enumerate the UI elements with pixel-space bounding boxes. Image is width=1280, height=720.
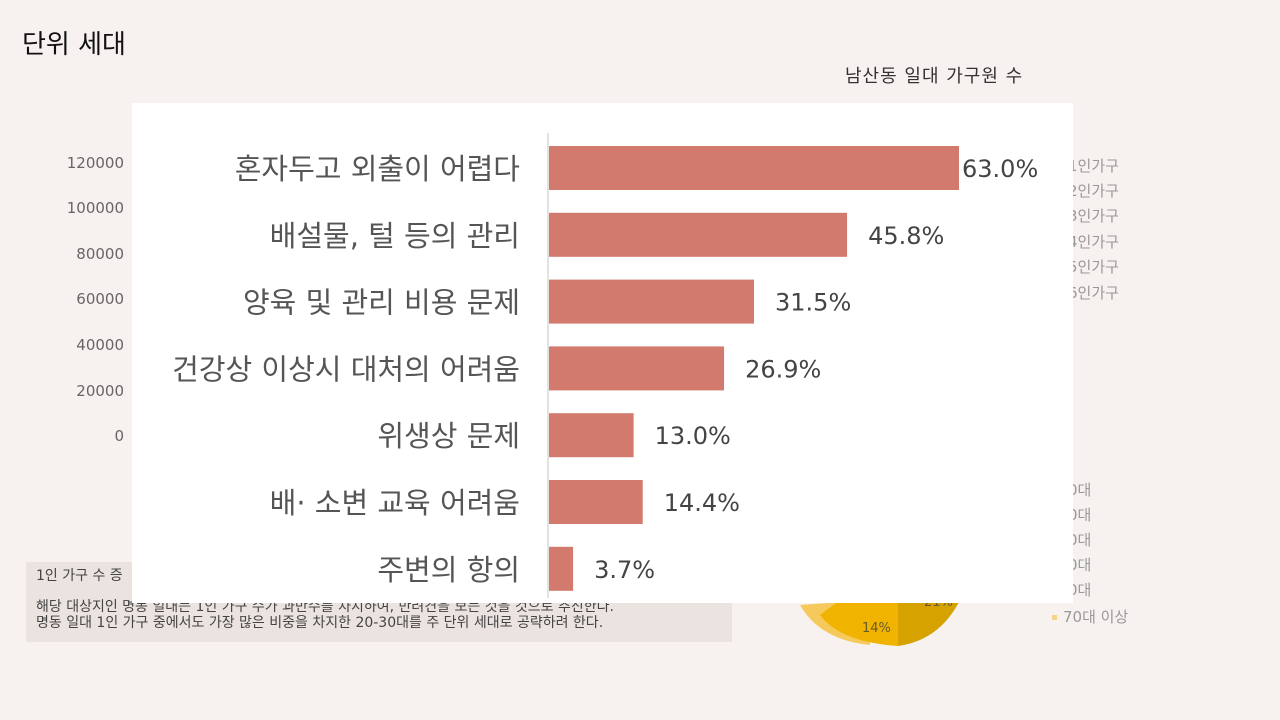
value-label: 45.8% xyxy=(868,222,944,250)
pie-slice xyxy=(898,600,960,646)
value-label: 31.5% xyxy=(775,289,851,317)
age-pie-chart: 14% 21% xyxy=(800,595,960,646)
legend-item: 0대 xyxy=(1068,506,1092,524)
legend-item: 1인가구 xyxy=(1068,157,1119,175)
value-label: 26.9% xyxy=(745,355,821,383)
value-label: 63.0% xyxy=(962,155,1038,183)
bar xyxy=(549,546,574,591)
value-label: 13.0% xyxy=(655,422,731,450)
category-label: 주변의 항의 xyxy=(377,553,520,587)
legend-item: 5인가구 xyxy=(1068,258,1119,276)
legend-item: 3인가구 xyxy=(1068,207,1119,225)
y-tick-label: 60000 xyxy=(76,290,124,308)
bar xyxy=(549,413,634,458)
background-chart-title: 남산동 일대 가구원 수 xyxy=(845,66,1024,87)
legend-swatch xyxy=(1052,615,1057,620)
text-line: 명동 일대 1인 가구 중에서도 가장 많은 비중을 차지한 20-30대를 주… xyxy=(36,615,604,631)
bar xyxy=(549,212,848,257)
legend-item: 4인가구 xyxy=(1068,233,1119,251)
y-tick-label: 0 xyxy=(114,427,124,445)
y-tick-label: 20000 xyxy=(76,382,124,400)
pie-label: 14% xyxy=(862,621,891,636)
overlay-bar-chart-panel: 혼자두고 외출이 어렵다 63.0% 배설물, 털 등의 관리 45.8% 양육 및 관… xyxy=(132,103,1073,603)
legend-item: 0대 xyxy=(1068,531,1092,549)
legend-item: 0대 xyxy=(1068,556,1092,574)
category-label: 위생상 문제 xyxy=(377,419,520,453)
y-tick-label: 100000 xyxy=(66,199,124,217)
y-tick-label: 80000 xyxy=(76,245,124,263)
legend-item: 6인가구 xyxy=(1068,284,1119,302)
category-label: 양육 및 관리 비용 문제 xyxy=(243,286,520,320)
legend-item: 70대 이상 xyxy=(1052,606,1128,627)
value-label: 14.4% xyxy=(664,489,740,517)
y-tick-label: 120000 xyxy=(66,154,124,172)
bar xyxy=(549,480,643,524)
bar xyxy=(549,146,959,190)
bar xyxy=(549,279,754,324)
value-label: 3.7% xyxy=(594,556,655,584)
bar xyxy=(549,346,725,391)
legend-item: 0대 xyxy=(1068,481,1092,499)
category-label: 배설물, 털 등의 관리 xyxy=(270,219,520,253)
category-label: 건강상 이상시 대처의 어려움 xyxy=(172,352,520,386)
page-title: 단위 세대 xyxy=(22,30,126,60)
legend-item: 0대 xyxy=(1068,581,1092,599)
legend-item: 2인가구 xyxy=(1068,182,1119,200)
text-line: 1인 가구 수 증 xyxy=(36,568,123,584)
category-label: 혼자두고 외출이 어렵다 xyxy=(235,152,520,186)
category-label: 배· 소변 교육 어려움 xyxy=(270,486,520,520)
pie-slice xyxy=(820,600,898,646)
y-tick-label: 40000 xyxy=(76,336,124,354)
horizontal-bar-chart: 혼자두고 외출이 어렵다 63.0% 배설물, 털 등의 관리 45.8% 양육 및 관… xyxy=(172,133,1038,598)
legend-label: 70대 이상 xyxy=(1063,608,1129,626)
text-line: 해당 대상지인 명동 일대는 1인 가구 수가 과반수를 차지하여, 반려견을 … xyxy=(36,599,614,615)
